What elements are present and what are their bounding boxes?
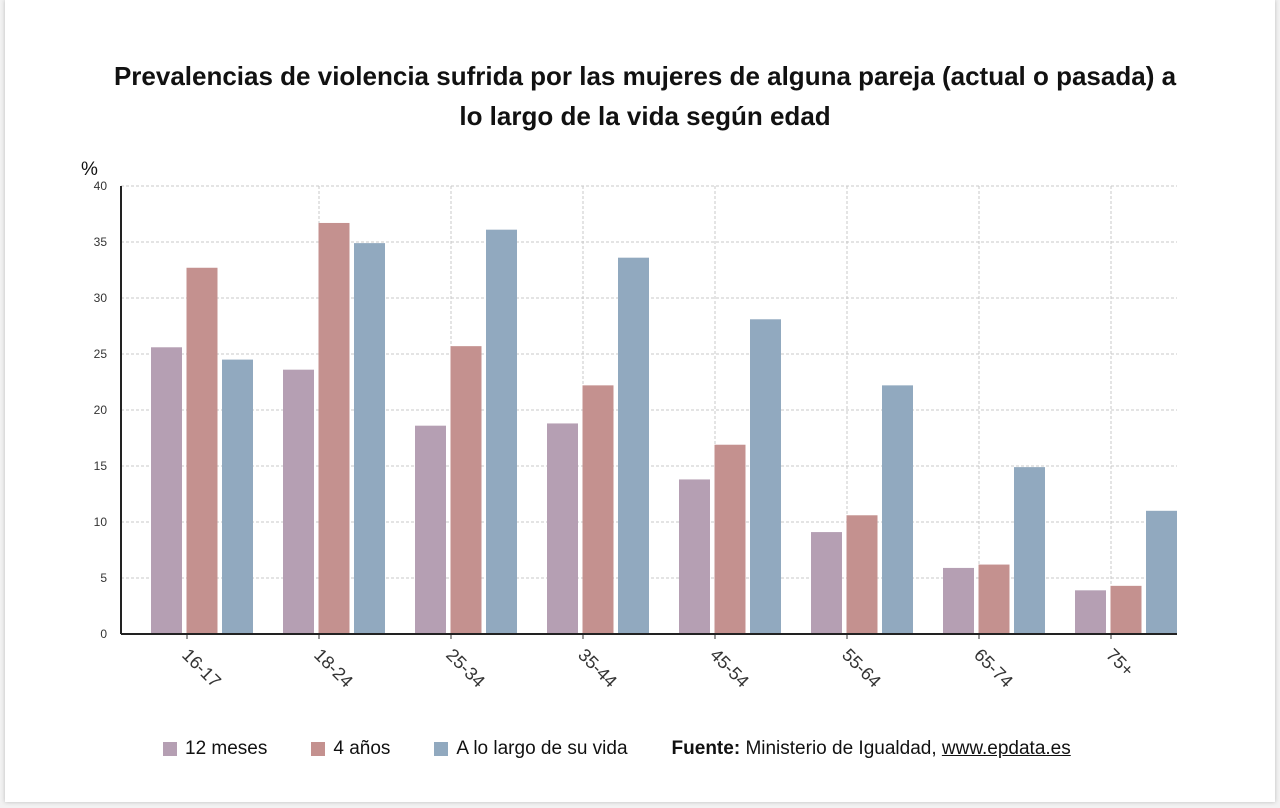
bar-a-lo-largo-de-su-vida-18-24 (354, 243, 385, 634)
bar-12-meses-75+ (1075, 590, 1106, 634)
y-tick-label: 0 (100, 627, 107, 641)
x-tick-label: 35-44 (574, 645, 621, 692)
source-note: Fuente: Ministerio de Igualdad, www.epda… (672, 738, 1071, 760)
bar-4-años-16-17 (186, 267, 218, 634)
bar-a-lo-largo-de-su-vida-16-17 (222, 359, 253, 634)
bar-a-lo-largo-de-su-vida-55-64 (882, 385, 913, 634)
bar-12-meses-35-44 (547, 423, 578, 634)
bar-4-años-25-34 (450, 346, 482, 634)
source-text: Ministerio de Igualdad, (745, 738, 937, 759)
x-tick-label: 16-17 (178, 645, 225, 692)
x-tick-label: 55-64 (838, 645, 885, 692)
legend-label: 12 meses (185, 738, 268, 759)
y-tick-label: 5 (100, 571, 107, 585)
bar-12-meses-55-64 (811, 532, 842, 634)
y-tick-label: 15 (94, 459, 108, 473)
x-tick-label: 75+ (1102, 645, 1138, 681)
bar-a-lo-largo-de-su-vida-75+ (1146, 510, 1177, 634)
legend-swatch (163, 742, 177, 756)
bar-4-años-45-54 (714, 444, 746, 634)
y-tick-label: 40 (94, 179, 108, 193)
y-tick-label: 25 (94, 347, 108, 361)
legend: 12 meses 4 años A lo largo de su vida Fuent… (163, 738, 1071, 760)
legend-item: 12 meses (163, 738, 267, 760)
bar-4-años-55-64 (846, 515, 878, 634)
bar-a-lo-largo-de-su-vida-45-54 (750, 319, 781, 634)
y-tick-label: 10 (94, 515, 108, 529)
legend-label: 4 años (333, 738, 391, 759)
bar-chart: % 0 5 10 15 20 25 30 35 40 16-17 18-24 25-34 35-44 45-… (81, 159, 1177, 692)
bar-4-años-65-74 (978, 564, 1010, 634)
y-tick-label: 30 (94, 291, 108, 305)
bar-12-meses-18-24 (283, 369, 314, 634)
y-tick-label: 20 (94, 403, 108, 417)
x-tick-label: 65-74 (970, 645, 1017, 692)
y-tick-label: 35 (94, 235, 108, 249)
bar-12-meses-45-54 (679, 479, 710, 634)
bar-a-lo-largo-de-su-vida-25-34 (486, 229, 517, 634)
bar-a-lo-largo-de-su-vida-35-44 (618, 257, 649, 634)
bar-a-lo-largo-de-su-vida-65-74 (1014, 467, 1045, 634)
legend-item: 4 años (311, 738, 390, 760)
legend-item: A lo largo de su vida (434, 738, 628, 760)
bar-4-años-18-24 (318, 222, 350, 634)
legend-swatch (434, 742, 449, 756)
chart-page: Prevalencias de violencia sufrida por la… (5, 0, 1275, 802)
source-label: Fuente: (671, 738, 741, 759)
x-tick-label: 45-54 (706, 645, 753, 692)
chart-title: Prevalencias de violencia sufrida por la… (113, 61, 1177, 131)
bar-12-meses-25-34 (415, 425, 446, 634)
legend-label: A lo largo de su vida (456, 738, 628, 759)
bar-12-meses-16-17 (151, 347, 182, 634)
legend-swatch (311, 742, 326, 756)
x-tick-label: 18-24 (310, 645, 357, 692)
bar-4-años-35-44 (582, 385, 614, 634)
bar-4-años-75+ (1110, 585, 1142, 634)
y-axis-label: % (81, 159, 98, 180)
source-link[interactable]: www.epdata.es (941, 738, 1071, 759)
bar-12-meses-65-74 (943, 567, 974, 634)
x-tick-label: 25-34 (442, 645, 489, 692)
